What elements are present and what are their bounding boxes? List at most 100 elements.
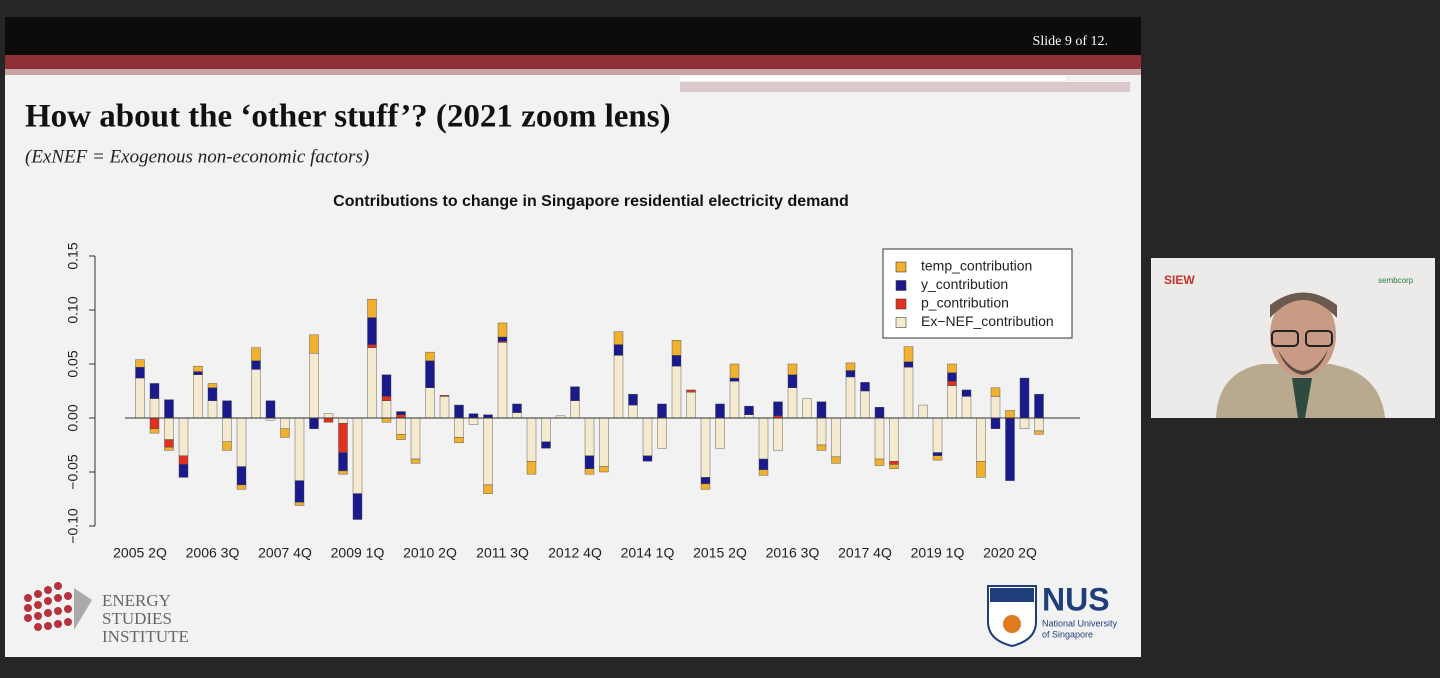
bar-segment <box>338 417 348 424</box>
plot: −0.10 −0.05 0.00 0.05 0.10 0.15 2005 2Q 2006 3Q… <box>65 242 1080 561</box>
bar-segment <box>193 371 203 375</box>
bar-segment <box>599 466 609 473</box>
bar-segment <box>367 347 377 419</box>
bar-segment <box>294 502 305 506</box>
bar-segment <box>280 417 290 430</box>
bar-segment <box>338 452 348 472</box>
banner-stripe <box>5 55 1141 69</box>
bar-segment <box>410 458 421 464</box>
video-logo: sembcorp <box>1378 276 1414 285</box>
bar-segment <box>700 483 711 490</box>
bar-segment <box>294 480 305 503</box>
bar-segment <box>947 372 957 382</box>
bar-segment <box>874 417 885 460</box>
bar-segment <box>773 417 783 451</box>
bar-segment <box>338 470 348 475</box>
bar-segment <box>164 399 174 419</box>
bar-segment <box>686 389 696 393</box>
bar-segment <box>1005 410 1015 419</box>
video-logo: SIEW <box>1164 273 1195 287</box>
bar-segment <box>323 413 334 419</box>
bar-segment <box>584 468 595 475</box>
bar-segment <box>135 377 145 419</box>
bar-segment <box>1019 377 1030 419</box>
bar-segment <box>845 370 856 378</box>
bar-segment <box>932 417 943 453</box>
bar-segment <box>251 347 261 361</box>
bar-segment <box>454 437 464 444</box>
bar-segment <box>744 405 754 415</box>
banner-stripe <box>5 69 1141 75</box>
bar-segment <box>236 417 247 467</box>
bar-segment <box>1005 417 1015 481</box>
bar-segment <box>178 455 189 465</box>
slide-subtitle: (ExNEF = Exogenous non-economic factors) <box>25 146 369 167</box>
bar-segment <box>1019 417 1030 430</box>
bar-segment <box>164 417 174 440</box>
logo-text: ENERGY <box>102 591 171 610</box>
bar-segment <box>584 455 595 469</box>
bar-segment <box>831 456 841 464</box>
bar-segment <box>309 417 319 430</box>
bar-segment <box>700 477 711 485</box>
bar-segment <box>425 351 435 361</box>
logo-text: of Singapore <box>1042 629 1093 639</box>
x-tick-label: 2007 4Q <box>258 545 312 561</box>
bar-segment <box>729 381 740 419</box>
bar-segment <box>381 374 392 397</box>
bar-segment <box>149 383 160 399</box>
bar-segment <box>947 385 957 419</box>
x-tick-label: 2015 2Q <box>693 545 747 561</box>
bar-segment <box>396 411 406 415</box>
bar-segment <box>671 340 682 356</box>
bar-segment <box>381 417 392 423</box>
legend-swatch <box>895 280 907 291</box>
bar-segment <box>599 417 609 467</box>
bar-segment <box>338 423 348 453</box>
bar-segment <box>961 396 972 419</box>
bar-segment <box>816 444 827 451</box>
bar-segment <box>207 383 218 388</box>
bar-segment <box>178 464 189 478</box>
bar-segment <box>715 403 725 419</box>
bar-segment <box>671 355 682 367</box>
bar-segment <box>164 446 174 451</box>
bar-segment <box>889 417 899 462</box>
bar-segment <box>381 396 392 401</box>
bar-segment <box>497 322 508 338</box>
bar-segment <box>164 439 174 448</box>
bar-segment <box>323 417 334 423</box>
chart-title: Contributions to change in Singapore res… <box>333 193 849 210</box>
legend: temp_contribution y_contribution p_contrib… <box>882 248 1073 339</box>
x-tick-label: 2020 2Q <box>983 545 1037 561</box>
banner-stripe <box>680 76 1065 81</box>
bar-segment <box>526 461 537 475</box>
bar-segment <box>903 367 914 419</box>
bar-segment <box>1034 394 1044 419</box>
bar-segment <box>236 466 247 486</box>
bar-segment <box>758 417 769 460</box>
bar-segment <box>947 381 957 386</box>
bar-segment <box>932 452 943 456</box>
bar-segment <box>831 417 841 458</box>
bar-segment <box>671 365 682 419</box>
legend-label: Ex−NEF_contribution <box>921 313 1054 329</box>
x-tick-label: 2016 3Q <box>766 545 820 561</box>
bar-segment <box>352 417 363 494</box>
legend-label: temp_contribution <box>921 258 1032 274</box>
bar-segment <box>541 441 551 449</box>
bar-segment <box>976 417 986 462</box>
x-tick-label: 2017 4Q <box>838 545 892 561</box>
bar-segment <box>483 417 493 486</box>
bar-segment <box>845 362 856 371</box>
bar-segment <box>410 417 421 460</box>
bar-segment <box>889 464 899 469</box>
bar-segment <box>280 428 290 438</box>
bar-segment <box>367 344 377 348</box>
bar-segment <box>642 417 653 456</box>
bar-segment <box>787 387 798 419</box>
bar-segment <box>251 369 261 419</box>
bar-segment <box>439 395 450 397</box>
bar-segment <box>193 365 203 372</box>
